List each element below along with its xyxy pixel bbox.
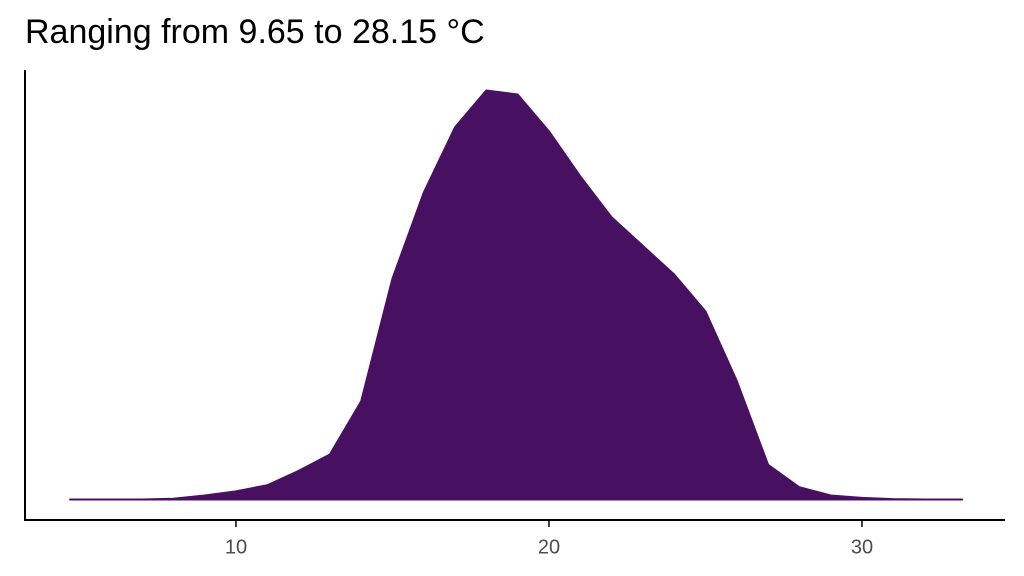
chart-title: Ranging from 9.65 to 28.15 °C [25,13,485,51]
x-tick-label: 20 [538,536,560,558]
x-tick-label: 10 [225,536,247,558]
density-area [69,89,964,501]
x-tick-label: 30 [851,536,873,558]
